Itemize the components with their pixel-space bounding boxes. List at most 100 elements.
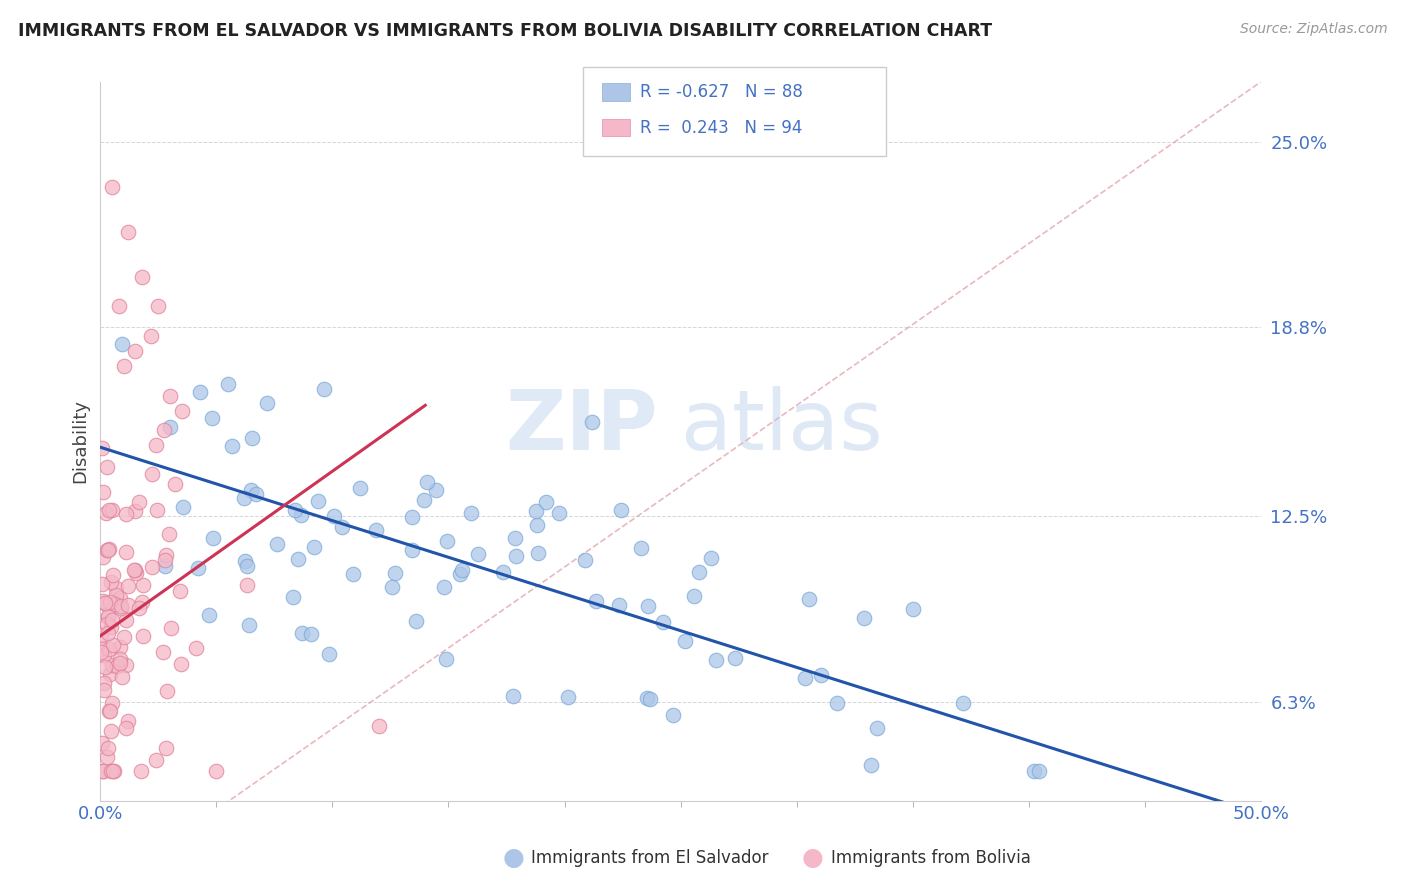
Point bbox=[307, 494, 329, 508]
Point bbox=[117, 225, 139, 239]
Point bbox=[125, 566, 148, 581]
Point bbox=[236, 578, 259, 592]
Point bbox=[952, 696, 974, 710]
Point bbox=[202, 532, 225, 546]
Point bbox=[111, 669, 134, 683]
Point bbox=[366, 523, 388, 537]
Point bbox=[131, 269, 153, 284]
Point bbox=[90, 645, 112, 659]
Point bbox=[852, 611, 875, 625]
Point bbox=[794, 671, 817, 685]
Text: R =  0.243   N = 94: R = 0.243 N = 94 bbox=[640, 119, 801, 136]
Point bbox=[323, 508, 346, 523]
Point bbox=[108, 591, 131, 606]
Point bbox=[238, 618, 260, 632]
Point bbox=[425, 483, 447, 498]
Point bbox=[152, 645, 174, 659]
Point bbox=[291, 626, 314, 640]
Point bbox=[96, 749, 118, 764]
Point bbox=[1028, 764, 1050, 778]
Point bbox=[607, 598, 630, 612]
Point bbox=[90, 628, 112, 642]
Point bbox=[100, 620, 122, 634]
Point bbox=[101, 638, 124, 652]
Point bbox=[281, 591, 304, 605]
Point bbox=[115, 613, 138, 627]
Point bbox=[152, 423, 174, 437]
Point bbox=[652, 615, 675, 630]
Point bbox=[217, 377, 239, 392]
Point bbox=[704, 653, 727, 667]
Point bbox=[103, 764, 125, 778]
Point bbox=[239, 483, 262, 497]
Point bbox=[91, 441, 114, 455]
Point bbox=[342, 567, 364, 582]
Point bbox=[256, 396, 278, 410]
Point bbox=[101, 568, 124, 582]
Point bbox=[284, 503, 307, 517]
Point bbox=[866, 722, 889, 736]
Point bbox=[96, 543, 118, 558]
Point bbox=[100, 723, 122, 738]
Point bbox=[492, 565, 515, 579]
Point bbox=[155, 553, 177, 567]
Point bbox=[233, 554, 256, 568]
Text: atlas: atlas bbox=[681, 386, 883, 467]
Text: Source: ZipAtlas.com: Source: ZipAtlas.com bbox=[1240, 22, 1388, 37]
Point bbox=[97, 740, 120, 755]
Point bbox=[170, 404, 193, 418]
Point bbox=[98, 704, 121, 718]
Point bbox=[145, 754, 167, 768]
Point bbox=[187, 561, 209, 575]
Point bbox=[100, 764, 122, 778]
Point bbox=[122, 563, 145, 577]
Point bbox=[124, 344, 146, 359]
Point bbox=[124, 504, 146, 518]
Point bbox=[188, 384, 211, 399]
Point bbox=[146, 502, 169, 516]
Point bbox=[93, 675, 115, 690]
Point bbox=[527, 546, 550, 560]
Point bbox=[405, 614, 427, 628]
Point bbox=[526, 517, 548, 532]
Point bbox=[860, 757, 883, 772]
Point bbox=[314, 382, 336, 396]
Point bbox=[451, 563, 474, 577]
Point bbox=[186, 641, 208, 656]
Point bbox=[416, 475, 439, 489]
Point bbox=[662, 707, 685, 722]
Point bbox=[96, 459, 118, 474]
Point bbox=[114, 721, 136, 735]
Point bbox=[90, 640, 112, 655]
Point bbox=[637, 599, 659, 613]
Point bbox=[367, 719, 389, 733]
Point bbox=[124, 563, 146, 577]
Point bbox=[197, 608, 219, 623]
Point bbox=[610, 503, 633, 517]
Point bbox=[901, 602, 924, 616]
Point bbox=[232, 491, 254, 505]
Point bbox=[299, 626, 322, 640]
Point bbox=[108, 300, 131, 314]
Point bbox=[91, 764, 114, 778]
Point bbox=[148, 300, 170, 314]
Point bbox=[96, 617, 118, 632]
Point bbox=[108, 656, 131, 670]
Point bbox=[240, 431, 263, 445]
Point bbox=[159, 420, 181, 434]
Point bbox=[141, 559, 163, 574]
Point bbox=[381, 580, 404, 594]
Point bbox=[401, 510, 423, 524]
Point bbox=[467, 547, 489, 561]
Point bbox=[141, 467, 163, 482]
Point bbox=[797, 592, 820, 607]
Point bbox=[131, 595, 153, 609]
Point bbox=[94, 660, 117, 674]
Point bbox=[160, 621, 183, 635]
Point bbox=[581, 415, 603, 429]
Point bbox=[97, 542, 120, 557]
Point bbox=[93, 648, 115, 662]
Point bbox=[413, 492, 436, 507]
Point bbox=[505, 549, 527, 564]
Text: ●: ● bbox=[502, 847, 524, 870]
